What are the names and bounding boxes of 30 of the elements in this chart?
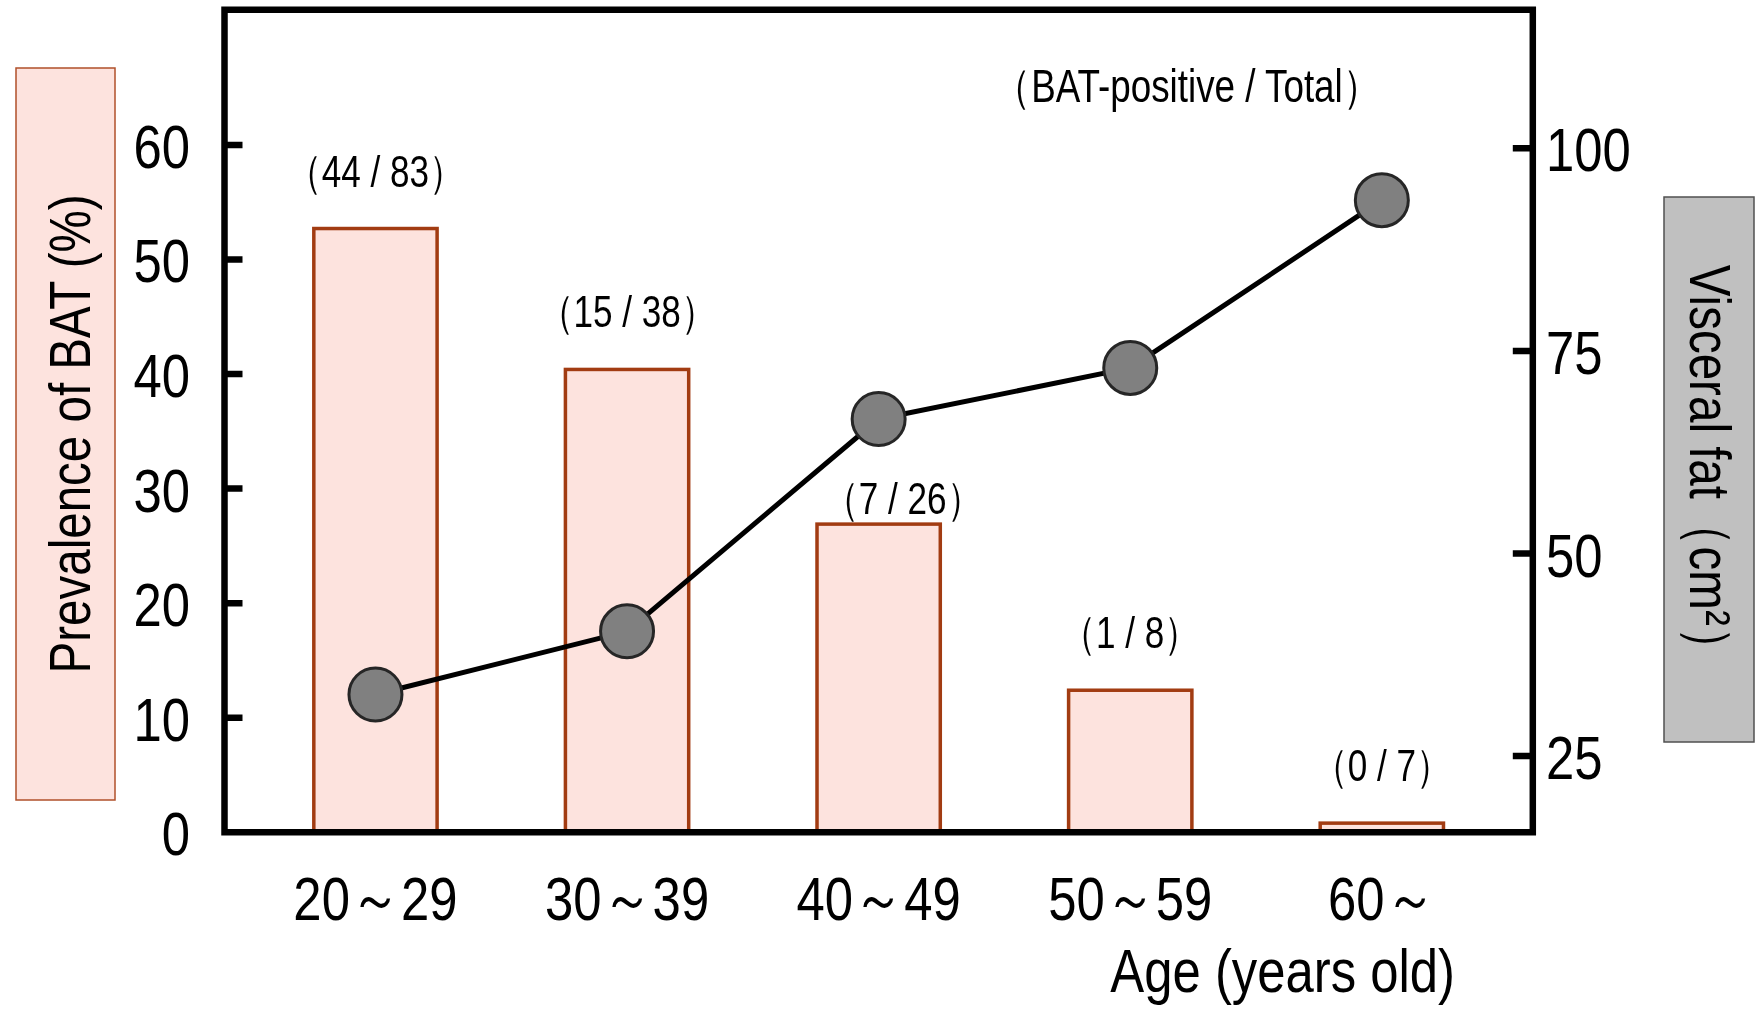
data-label: （44 / 83） [287,145,464,197]
point [599,603,656,660]
y-tick-label: 50 [133,226,190,296]
x-tick-label: 60～ [1328,864,1436,934]
y2-tick-label: 25 [1546,723,1603,793]
y2-axis-title: Visceral fat（cm²） [1677,264,1743,674]
x-tick-label: 30～39 [544,864,710,934]
data-label: （1 / 8） [1061,606,1200,659]
data-label: （15 / 38） [538,286,716,338]
x-tick-label: 50～59 [1048,864,1213,934]
point [850,390,907,447]
y2-tick-label: 75 [1546,318,1603,388]
x-tick-label: 40～49 [796,864,961,934]
x-tick-label: 20～29 [293,864,458,934]
point [1102,339,1159,396]
x-axis-title: Age (years old) [1110,936,1455,1006]
point [347,666,404,723]
y2-tick-label: 100 [1546,115,1631,185]
point [1353,172,1410,229]
y-tick-label: 20 [133,570,190,640]
y-tick-label: 60 [133,112,190,182]
y-axis-title: Prevalence of BAT (%) [37,194,103,674]
y2-tick-label: 50 [1546,520,1603,590]
data-label: （0 / 7） [1312,739,1451,792]
annotation: （BAT-positive / Total） [994,60,1380,112]
y-tick-label: 10 [133,684,190,754]
y-tick-label: 40 [133,341,190,411]
y-tick-label: 30 [133,455,190,525]
y-tick-label: 0 [161,799,190,869]
data-label: （7 / 26） [823,472,982,525]
